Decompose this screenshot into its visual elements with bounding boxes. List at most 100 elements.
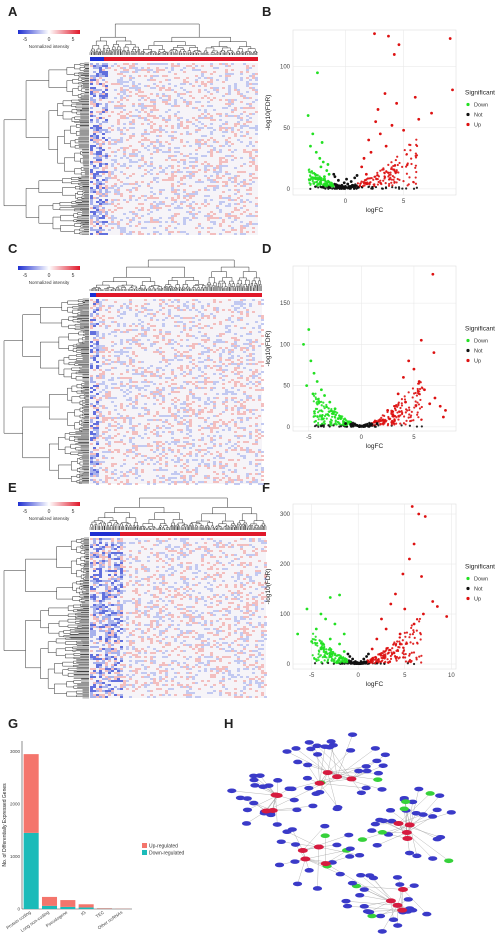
data-point <box>340 183 344 187</box>
y-axis-label: -log10(FDR) <box>265 331 272 367</box>
data-point <box>351 657 355 661</box>
bar-up-regulated <box>96 908 113 909</box>
network-node-blue <box>355 892 365 898</box>
legend-entry: Up-regulated <box>149 844 178 850</box>
legend-label: Normalized intensity <box>29 280 70 285</box>
data-point <box>367 138 371 142</box>
data-point <box>392 53 396 56</box>
x-tick-label: -5 <box>309 673 315 679</box>
data-point <box>359 424 363 428</box>
series-up <box>380 272 447 422</box>
series-up <box>360 32 454 176</box>
network-node-blue <box>404 850 415 856</box>
network-node-hub <box>314 780 325 786</box>
network-node-hub <box>397 886 408 892</box>
legend-tick: 5 <box>72 273 75 279</box>
data-point <box>315 380 319 383</box>
data-point <box>355 174 359 177</box>
series-down <box>306 71 331 179</box>
data-point <box>373 32 376 36</box>
data-point <box>384 144 388 148</box>
network-node-blue <box>372 842 382 848</box>
network-node-blue <box>241 821 252 826</box>
network-node-hub <box>322 770 333 776</box>
data-point <box>338 593 341 597</box>
sample-annotation-bar <box>90 293 262 297</box>
network-node-hub <box>270 792 281 798</box>
data-point <box>435 605 439 608</box>
x-axis-label: logFC <box>366 207 384 214</box>
network-node-blue <box>362 768 372 774</box>
network-node-blue <box>411 811 421 816</box>
data-point <box>323 655 327 658</box>
data-point <box>451 88 454 92</box>
network-node-blue <box>304 868 314 873</box>
network-nodes <box>227 732 456 934</box>
data-point <box>370 423 374 426</box>
network-node-blue <box>365 873 375 878</box>
network-node-blue <box>361 785 371 791</box>
network-node-blue <box>367 828 377 833</box>
data-point <box>386 408 390 412</box>
data-point <box>431 272 435 276</box>
data-point <box>380 418 384 422</box>
data-point <box>394 592 397 596</box>
data-point <box>328 637 332 641</box>
legend-tick: 5 <box>72 509 75 515</box>
data-point <box>423 388 426 392</box>
data-point <box>408 557 411 561</box>
legend-tick: 5 <box>72 37 75 43</box>
data-point <box>310 640 314 643</box>
network-node-green <box>425 791 435 796</box>
data-point <box>417 117 421 121</box>
network-edges <box>231 734 452 932</box>
legend: Significant Down Not Up <box>465 90 495 129</box>
data-point <box>360 165 364 169</box>
network-node-blue <box>377 787 387 792</box>
data-point <box>333 407 337 411</box>
row-dendrogram <box>3 62 89 235</box>
network-node-blue <box>289 797 299 803</box>
legend-swatch <box>466 348 470 353</box>
data-point <box>387 34 390 38</box>
heatmap-body <box>90 538 267 698</box>
series-not <box>332 172 359 190</box>
network-node-blue <box>380 752 390 758</box>
network-node-hub <box>313 844 324 850</box>
network-node-blue <box>414 786 424 792</box>
data-point <box>419 338 423 342</box>
network-node-hub <box>393 820 404 826</box>
column-dendrogram <box>89 497 267 530</box>
network-node-green <box>401 799 411 805</box>
series-not <box>344 422 379 428</box>
network-node-green <box>373 777 383 782</box>
y-tick-label: 50 <box>283 384 290 390</box>
data-point <box>350 183 354 187</box>
data-point <box>428 402 432 406</box>
bar-up-regulated <box>41 896 58 906</box>
network-node-blue <box>335 871 345 877</box>
volcano-plot-d: -5 0 5050100150logFC-log10(FDR)Significant… <box>265 265 495 450</box>
data-point <box>391 413 395 416</box>
data-point <box>323 394 326 397</box>
data-point <box>365 423 369 427</box>
network-node-blue <box>392 875 403 880</box>
x-tick-label: IG <box>80 909 87 916</box>
heatmap-body <box>90 63 258 235</box>
data-point <box>370 647 374 651</box>
legend-entry: Not <box>474 587 483 593</box>
data-point <box>319 388 323 392</box>
network-node-blue <box>249 800 259 806</box>
data-point <box>398 632 402 636</box>
column-dendrogram <box>89 259 262 291</box>
data-point <box>376 108 380 111</box>
bar-down-regulated <box>41 905 58 909</box>
network-node-blue <box>359 904 369 909</box>
x-tick-label: TEC <box>95 909 106 919</box>
network-node-blue <box>284 786 294 792</box>
data-point <box>402 128 406 132</box>
network-node-blue <box>341 898 351 904</box>
